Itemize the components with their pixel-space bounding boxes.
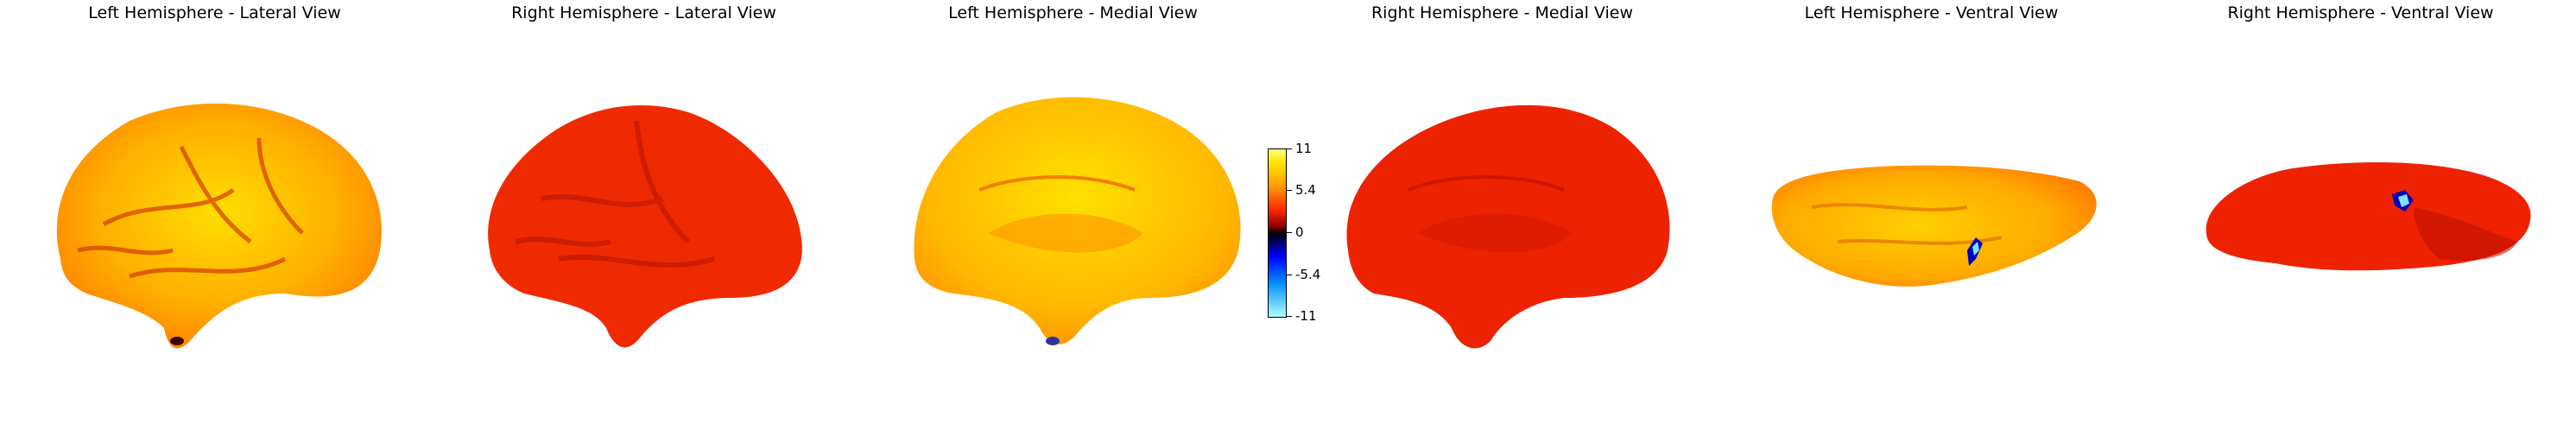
colorbar (1268, 148, 1287, 318)
panel-right-medial: Right Hemisphere - Medial View (1288, 0, 1717, 442)
colorbar-tick-label: -11 (1295, 308, 1317, 324)
colorbar-tick-label: 5.4 (1295, 182, 1316, 198)
panel-title: Right Hemisphere - Lateral View (511, 3, 776, 22)
brain-right-ventral (2206, 162, 2531, 271)
colorbar-tick-label: 0 (1295, 224, 1304, 240)
brain-right-lateral (488, 105, 802, 348)
panel-left-lateral: Left Hemisphere - Lateral View (0, 0, 429, 442)
brain-left-medial (914, 97, 1241, 345)
panel-left-ventral: Left Hemisphere - Ventral View (1717, 0, 2146, 442)
panel-title: Left Hemisphere - Ventral View (1804, 3, 2059, 22)
panel-right-lateral: Right Hemisphere - Lateral View (429, 0, 858, 442)
colorbar-tick-label: 11 (1295, 141, 1313, 156)
colorbar-tick (1287, 232, 1292, 233)
colorbar-tick (1287, 148, 1292, 149)
colorbar-tick (1287, 316, 1292, 317)
colorbar-tick (1287, 190, 1292, 191)
brain-right-medial (1346, 104, 1670, 349)
panel-right-ventral: Right Hemisphere - Ventral View (2146, 0, 2575, 442)
panel-title: Left Hemisphere - Lateral View (88, 3, 341, 22)
brain-left-lateral (56, 103, 382, 349)
colorbar-tick-label: -5.4 (1295, 267, 1321, 282)
panel-title: Left Hemisphere - Medial View (948, 3, 1198, 22)
panel-title: Right Hemisphere - Medial View (1370, 3, 1634, 22)
panel-title: Right Hemisphere - Ventral View (2227, 3, 2494, 22)
panel-left-medial: Left Hemisphere - Medial View (858, 0, 1288, 442)
brain-left-ventral (1771, 165, 2097, 287)
